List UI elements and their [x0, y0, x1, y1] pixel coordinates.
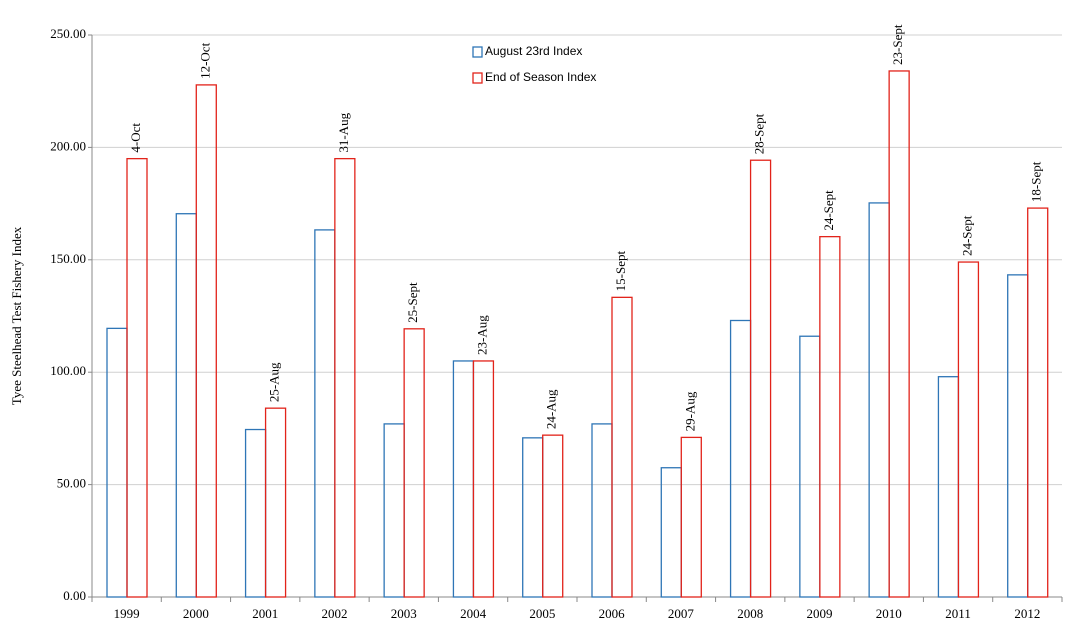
bar: [383, 423, 405, 598]
annotation: 18-Sept: [1029, 161, 1044, 202]
annotation: 25-Aug: [267, 362, 282, 402]
bar: [957, 261, 980, 598]
bar: [472, 360, 495, 598]
x-tick-label: 2000: [183, 606, 209, 621]
annotation: 24-Aug: [544, 389, 559, 429]
bar: [334, 157, 356, 598]
annotation: 23-Sept: [890, 24, 905, 65]
x-tick-label: 2001: [252, 606, 278, 621]
y-tick-label: 0.00: [63, 588, 86, 603]
annotation: 15-Sept: [613, 251, 628, 292]
y-tick-label: 150.00: [50, 251, 86, 266]
bar: [888, 70, 910, 598]
bar: [175, 213, 197, 598]
bar: [799, 335, 821, 598]
bar: [611, 296, 633, 598]
x-tick-label: 2008: [737, 606, 763, 621]
legend-label: August 23rd Index: [485, 44, 582, 58]
bar: [452, 360, 475, 598]
bar: [244, 428, 267, 598]
bar: [522, 437, 544, 598]
annotation: 28-Sept: [752, 113, 767, 154]
y-axis-label: Tyee Steelhead Test Fishery Index: [9, 226, 24, 405]
x-tick-label: 1999: [114, 606, 140, 621]
bar: [403, 328, 425, 598]
bar: [819, 235, 841, 598]
x-tick-label: 2004: [460, 606, 487, 621]
annotation: 12-Oct: [197, 42, 212, 78]
x-tick-label: 2009: [807, 606, 833, 621]
x-tick-label: 2010: [876, 606, 902, 621]
x-tick-label: 2012: [1014, 606, 1040, 621]
annotation: 24-Sept: [821, 190, 836, 231]
bar: [314, 229, 336, 598]
bar: [1007, 274, 1029, 598]
x-tick-label: 2007: [668, 606, 695, 621]
bar: [106, 327, 128, 598]
bar: [591, 423, 613, 598]
annotation: 24-Sept: [959, 215, 974, 256]
legend-label: End of Season Index: [485, 70, 596, 84]
y-tick-label: 200.00: [50, 138, 86, 153]
bar: [729, 319, 752, 598]
annotation: 29-Aug: [682, 391, 697, 431]
bar: [264, 407, 287, 598]
bar: [680, 436, 702, 598]
y-tick-label: 50.00: [57, 476, 86, 491]
bar: [749, 159, 772, 598]
bar: [868, 202, 890, 598]
legend-swatch: [472, 72, 483, 84]
bar: [195, 84, 217, 598]
bar: [126, 157, 148, 598]
x-tick-label: 2003: [391, 606, 417, 621]
annotation: 23-Aug: [474, 315, 489, 355]
x-tick-label: 2002: [322, 606, 348, 621]
annotation: 4-Oct: [128, 123, 143, 153]
annotation: 31-Aug: [336, 112, 351, 152]
legend-swatch: [472, 46, 483, 58]
x-tick-label: 2005: [529, 606, 555, 621]
bar: [937, 376, 960, 598]
bar: [542, 434, 564, 598]
y-tick-label: 100.00: [50, 363, 86, 378]
y-tick-label: 250.00: [50, 26, 86, 41]
bar: [660, 467, 682, 598]
annotation: 25-Sept: [405, 282, 420, 323]
x-tick-label: 2006: [599, 606, 626, 621]
x-tick-label: 2011: [945, 606, 971, 621]
bar: [1027, 207, 1049, 598]
